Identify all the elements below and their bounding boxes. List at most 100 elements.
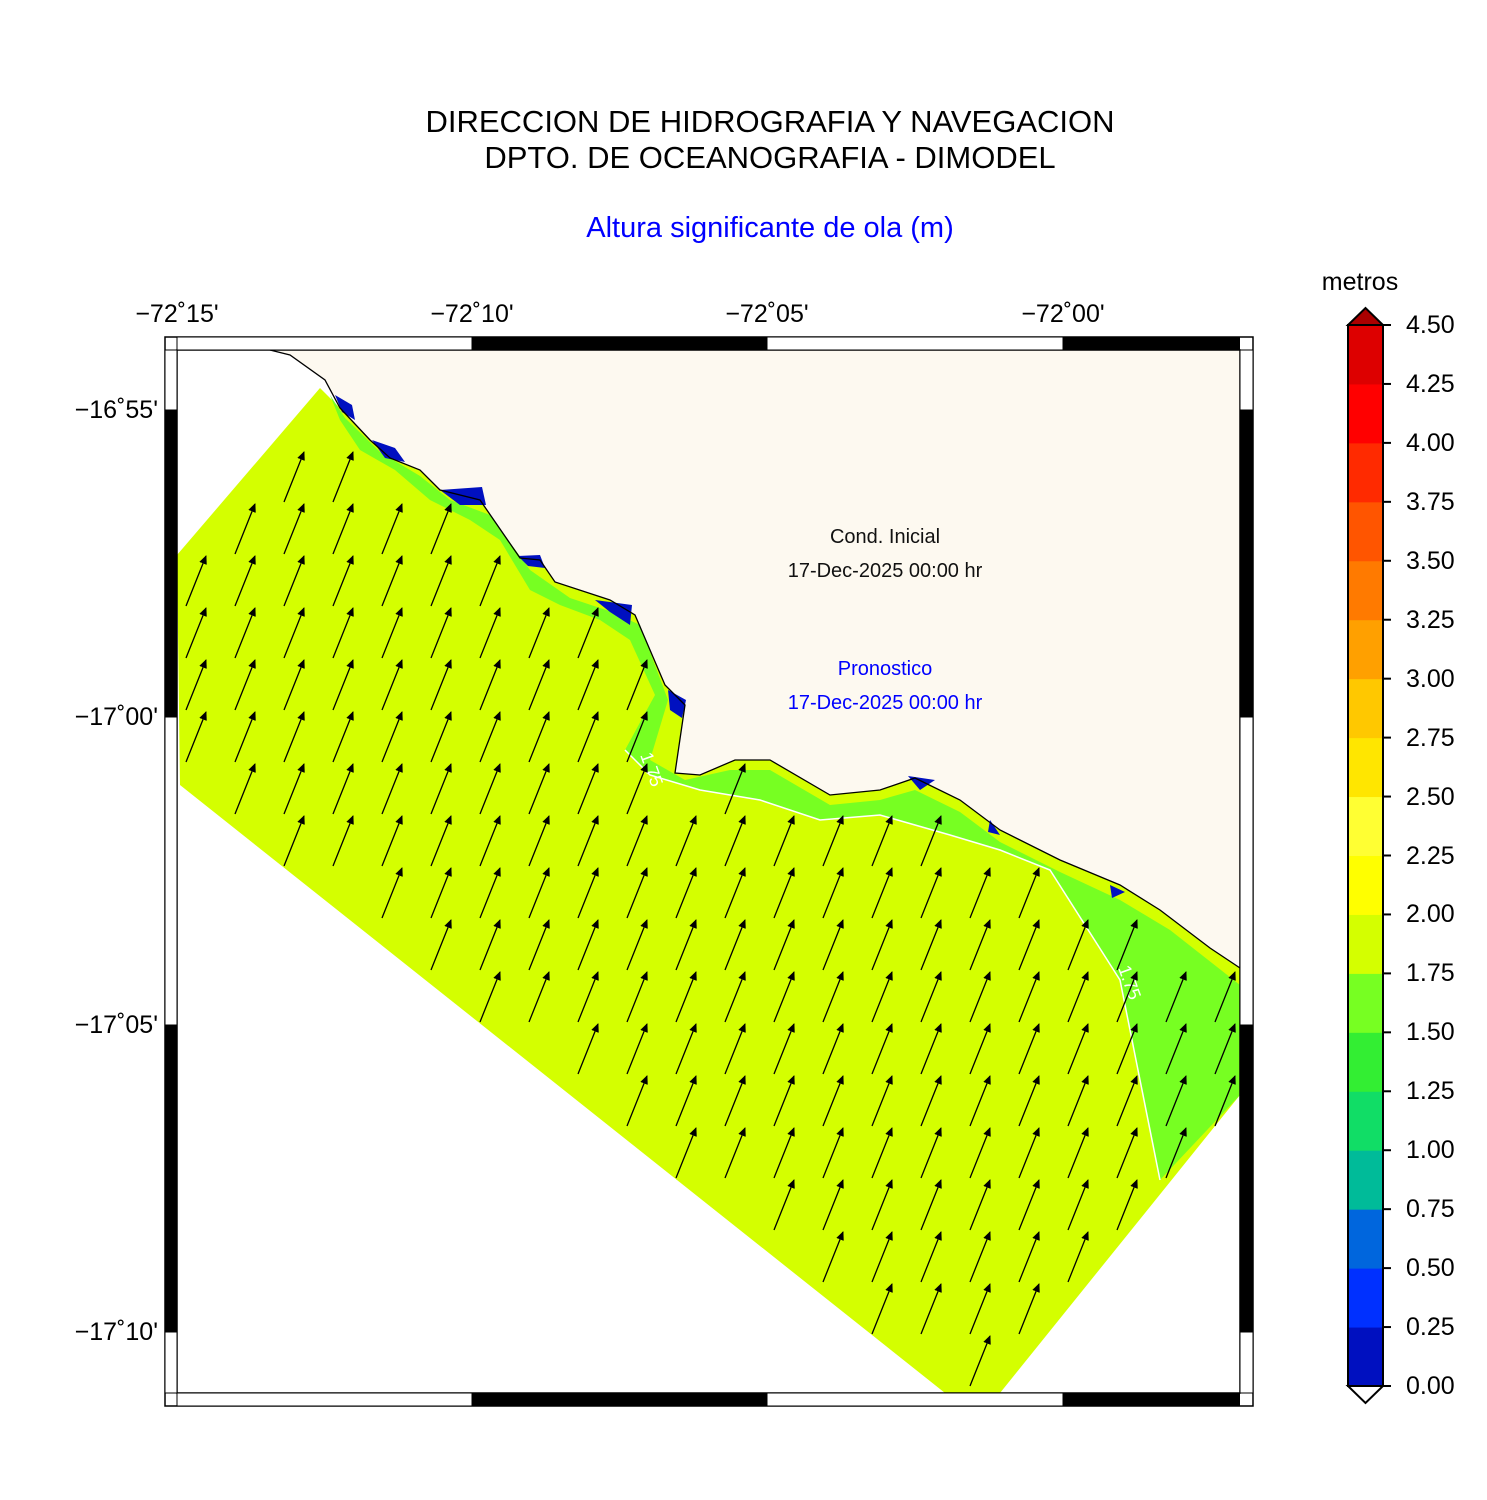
- shallow-pockets: [335, 395, 1125, 898]
- wave-direction-arrow: [381, 607, 403, 659]
- wave-direction-arrow: [332, 555, 354, 607]
- wave-direction-arrow: [871, 1231, 893, 1283]
- wave-direction-arrow: [234, 607, 256, 659]
- wave-direction-arrow: [1018, 1283, 1040, 1335]
- wave-direction-arrow: [1165, 1127, 1187, 1179]
- wave-direction-arrow: [724, 1075, 746, 1127]
- colorbar-swatch: [1348, 325, 1383, 385]
- colorbar-swatch: [1348, 678, 1383, 739]
- wave-direction-arrow: [577, 919, 599, 971]
- wave-direction-arrow: [773, 867, 795, 919]
- wave-direction-arrow: [234, 763, 256, 815]
- wave-direction-arrow: [381, 815, 403, 867]
- wave-direction-arrow: [724, 867, 746, 919]
- colorbar-swatch: [1348, 737, 1383, 798]
- map-frame: [164, 336, 1254, 1407]
- colorbar-level-label: 3.25: [1406, 605, 1455, 634]
- wave-direction-arrow: [1018, 867, 1040, 919]
- wave-direction-arrow: [871, 1179, 893, 1231]
- nearshore-band: [330, 395, 1240, 1180]
- wave-direction-arrow: [577, 659, 599, 711]
- wave-direction-arrow: [822, 919, 844, 971]
- wave-direction-arrow: [283, 711, 305, 763]
- colorbar-swatch: [1348, 1150, 1383, 1210]
- wave-direction-arrow: [430, 867, 452, 919]
- colorbar-level-label: 0.25: [1406, 1313, 1455, 1342]
- wave-direction-arrow: [528, 763, 550, 815]
- wave-direction-arrow: [479, 971, 501, 1023]
- map-area: 1.75 1.75: [177, 350, 1240, 1393]
- wave-direction-arrow: [1067, 1075, 1089, 1127]
- wave-direction-arrow: [332, 503, 354, 555]
- colorbar-level-label: 2.50: [1406, 782, 1455, 811]
- wave-direction-arrow: [822, 867, 844, 919]
- wave-direction-arrow: [332, 607, 354, 659]
- wave-direction-arrow: [675, 867, 697, 919]
- colorbar-title: metros: [1321, 268, 1399, 296]
- wave-direction-arrow: [479, 555, 501, 607]
- wave-direction-arrow: [822, 1023, 844, 1075]
- wave-direction-arrow: [675, 1127, 697, 1179]
- wave-direction-arrow: [920, 815, 942, 867]
- colorbar-min-triangle: [1345, 1385, 1386, 1405]
- wave-direction-arrow: [1116, 1075, 1138, 1127]
- wave-direction-arrow: [283, 503, 305, 555]
- wave-direction-arrow: [1214, 1075, 1236, 1127]
- wave-direction-arrow: [871, 919, 893, 971]
- wave-direction-arrow: [381, 503, 403, 555]
- colorbar-level-label: 1.00: [1406, 1136, 1455, 1165]
- wave-direction-arrow: [1018, 1023, 1040, 1075]
- wave-direction-arrow: [626, 867, 648, 919]
- colorbar-level-label: 4.25: [1406, 369, 1455, 398]
- wave-direction-arrow: [430, 555, 452, 607]
- wave-direction-arrow: [871, 1127, 893, 1179]
- wave-direction-arrow: [479, 607, 501, 659]
- wave-direction-arrow: [969, 1283, 991, 1335]
- wave-direction-arrow: [1018, 1179, 1040, 1231]
- lat-label-2: −17˚00': [74, 703, 158, 731]
- map-subtitle: Altura significante de ola (m): [586, 212, 954, 244]
- wave-direction-arrow: [724, 1127, 746, 1179]
- wave-direction-arrows: [185, 451, 1236, 1387]
- wave-direction-arrow: [822, 1127, 844, 1179]
- wave-direction-arrow: [577, 607, 599, 659]
- wave-direction-arrow: [332, 763, 354, 815]
- wave-direction-arrow: [332, 711, 354, 763]
- lat-label-1: −16˚55': [74, 396, 158, 424]
- colorbar-swatch: [1348, 1209, 1383, 1269]
- colorbar-swatch: [1348, 914, 1383, 974]
- colorbar-level-label: 0.75: [1406, 1195, 1455, 1224]
- wave-direction-arrow: [969, 971, 991, 1023]
- colorbar-swatch: [1348, 560, 1383, 621]
- wave-direction-arrow: [528, 607, 550, 659]
- colorbar-level-label: 1.25: [1406, 1077, 1455, 1106]
- wave-direction-arrow: [969, 1023, 991, 1075]
- wave-direction-arrow: [430, 503, 452, 555]
- wave-direction-arrow: [1116, 919, 1138, 971]
- forecast-note: Pronostico 17-Dec-2025 00:00 hr: [740, 652, 1030, 720]
- wave-direction-arrow: [626, 971, 648, 1023]
- wave-direction-arrow: [1067, 971, 1089, 1023]
- wave-direction-arrow: [528, 815, 550, 867]
- wave-direction-arrow: [185, 659, 207, 711]
- wave-direction-arrow: [920, 867, 942, 919]
- wave-direction-arrow: [479, 659, 501, 711]
- wave-direction-arrow: [283, 607, 305, 659]
- wave-direction-arrow: [1214, 971, 1236, 1023]
- wave-direction-arrow: [773, 1127, 795, 1179]
- colorbar-level-label: 0.50: [1406, 1254, 1455, 1283]
- lon-label-3: −72˚05': [725, 300, 809, 328]
- wave-direction-arrow: [430, 659, 452, 711]
- colorbar-level-label: 0.00: [1406, 1372, 1455, 1400]
- wave-direction-arrow: [283, 555, 305, 607]
- wave-direction-arrow: [577, 763, 599, 815]
- colorbar: [1345, 306, 1391, 1405]
- colorbar-swatch: [1348, 383, 1383, 444]
- wave-direction-arrow: [1067, 919, 1089, 971]
- wave-direction-arrow: [773, 919, 795, 971]
- wave-direction-arrow: [675, 1075, 697, 1127]
- wave-direction-arrow: [969, 867, 991, 919]
- forecast-date: 17-Dec-2025 00:00 hr: [787, 692, 983, 714]
- wave-direction-arrow: [283, 815, 305, 867]
- wave-direction-arrow: [479, 763, 501, 815]
